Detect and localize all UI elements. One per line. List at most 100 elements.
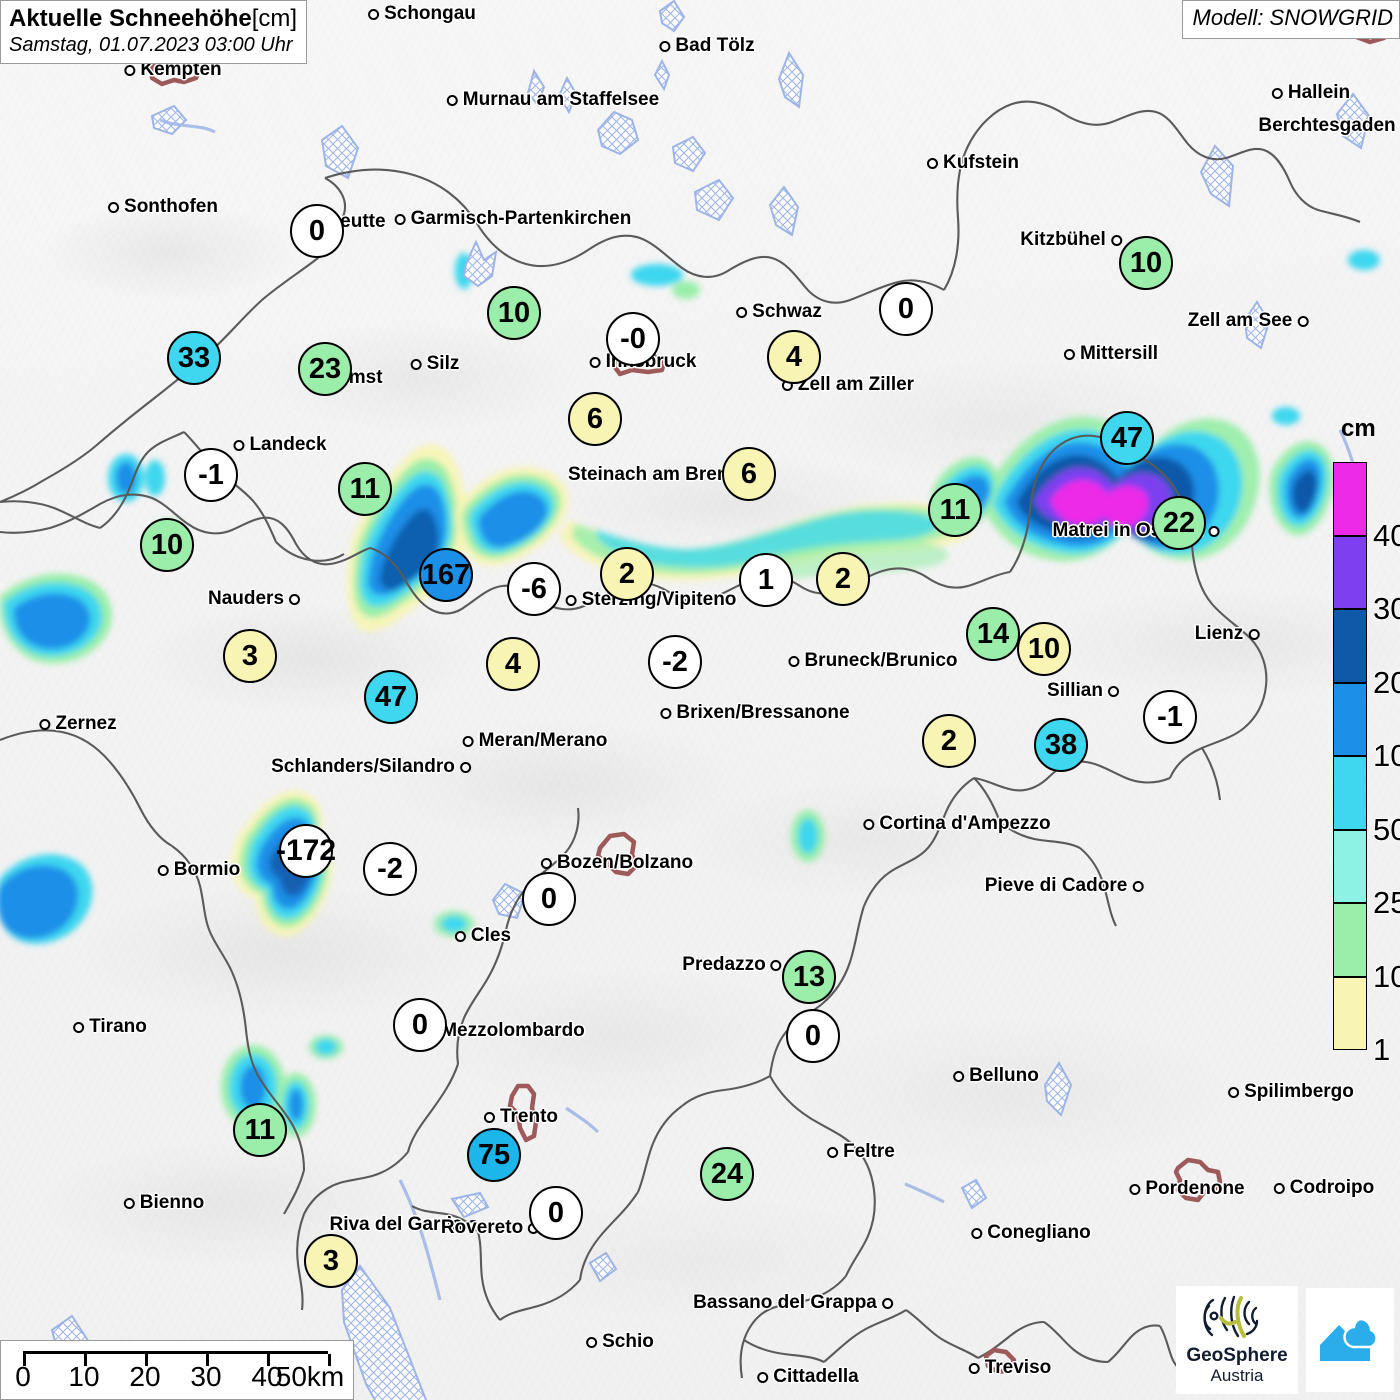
scale-tick [145,1354,148,1366]
station-value-marker[interactable]: 47 [364,670,418,724]
station-value: 10 [150,528,184,561]
colorbar-band [1333,462,1367,536]
colorbar-band [1333,609,1367,683]
colorbar-band [1333,535,1367,609]
station-value-marker[interactable]: 47 [1100,411,1154,465]
station-value-marker[interactable]: 24 [700,1147,754,1201]
geosphere-logo-line2: Austria [1210,1365,1264,1385]
station-value-marker[interactable]: 2 [600,547,654,601]
scale-tick-label: 20 [129,1361,161,1392]
station-value: 167 [421,558,471,591]
geosphere-logo-line1: GeoSphere [1186,1344,1288,1366]
scale-tick [206,1354,209,1366]
station-value-marker[interactable]: -1 [1143,690,1197,744]
scale-tick-label: 50km [275,1361,345,1392]
station-value: 0 [897,292,915,325]
station-value: 2 [940,724,958,757]
station-value: 11 [939,493,971,526]
station-value-marker[interactable]: 38 [1034,718,1088,772]
station-value: -1 [198,458,224,491]
station-value-marker[interactable]: 4 [486,637,540,691]
station-value: 4 [785,340,803,373]
colorbar-tick-label: 300 [1373,591,1400,626]
station-value-marker[interactable]: -2 [363,842,417,896]
station-value-marker[interactable]: 22 [1152,496,1206,550]
station-value: -6 [521,572,547,605]
station-value-marker[interactable]: 10 [140,518,194,572]
colorbar-tick-label: 100 [1373,738,1400,773]
station-value-marker[interactable]: 10 [487,286,541,340]
scale-tick [23,1354,26,1366]
station-value-marker[interactable]: 0 [290,204,344,258]
scale-tick-label: 30 [190,1361,222,1392]
station-value-marker[interactable]: 0 [522,872,576,926]
station-value: 47 [374,680,408,713]
colorbar-band [1333,829,1367,903]
station-value: 47 [1110,421,1144,454]
station-value: 4 [504,647,522,680]
station-value-marker[interactable]: 33 [167,331,221,385]
colorbar-tick-label: 200 [1373,664,1400,700]
station-value: 33 [177,341,211,374]
station-value-marker[interactable]: 4 [767,330,821,384]
station-value: 24 [710,1157,744,1190]
scale-tick [84,1354,87,1366]
station-value-marker[interactable]: 2 [816,552,870,606]
station-value-marker[interactable]: -6 [507,562,561,616]
station-value-marker[interactable]: 0 [786,1009,840,1063]
station-value-marker[interactable]: 23 [298,342,352,396]
station-value: 0 [804,1019,822,1052]
station-value-marker[interactable]: 0 [393,998,447,1052]
station-value-marker[interactable]: -1 [184,448,238,502]
station-value-marker[interactable]: 11 [233,1103,287,1157]
colorbar-tick-label: 25 [1373,885,1400,920]
scale-tick-label: 0 [15,1361,31,1392]
station-value-marker[interactable]: -172 [276,824,336,878]
station-value: 10 [1027,632,1061,665]
station-value-marker[interactable]: 13 [782,950,836,1004]
valid-timestamp: Samstag, 01.07.2023 03:00 Uhr [9,34,293,57]
station-value: 22 [1162,506,1196,539]
station-value-marker[interactable]: 10 [1017,622,1071,676]
station-value: 3 [322,1244,340,1277]
station-value: 10 [497,296,531,329]
station-value: 0 [411,1008,429,1041]
colorbar-tick-label: 1 [1373,1032,1391,1067]
station-value-marker[interactable]: 3 [304,1234,358,1288]
station-value-marker[interactable]: 11 [928,483,982,537]
station-value: 6 [740,457,758,490]
station-value-marker[interactable]: 2 [922,714,976,768]
station-value-marker[interactable]: -2 [648,635,702,689]
colorbar-tick-label: 10 [1373,958,1400,994]
station-value-marker[interactable]: 167 [419,548,473,602]
station-value-marker[interactable]: 0 [529,1186,583,1240]
scale-tick [267,1354,270,1366]
station-value-marker[interactable]: 11 [338,462,392,516]
station-value: 2 [618,557,636,590]
station-value-marker[interactable]: 3 [223,629,277,683]
station-value-marker[interactable]: 6 [722,447,776,501]
model-name: Modell: SNOWGRID [1192,5,1393,30]
station-value: 11 [349,472,381,505]
logo-strip: GeoSphere Austria [1176,1286,1394,1394]
station-value-marker[interactable]: 75 [467,1128,521,1182]
scale-bar: 0 10 20 30 40 50km [0,1340,354,1400]
station-value-marker[interactable]: 1 [739,553,793,607]
map-title-box: Aktuelle Schneehöhe[cm] Samstag, 01.07.2… [0,0,308,64]
station-value-marker[interactable]: 0 [879,282,933,336]
snow-depth-colorbar: 400 300 200 100 50 25 10 1 [1333,462,1400,1067]
station-value-marker[interactable]: 6 [568,392,622,446]
station-value: 0 [540,882,558,915]
scale-tick [328,1354,331,1366]
station-value: 3 [241,639,259,672]
title-unit: [cm] [251,5,298,32]
station-value: 0 [547,1196,565,1229]
station-value: 10 [1129,246,1163,279]
colorbar-band [1333,903,1367,977]
station-value-marker[interactable]: -0 [606,312,660,366]
station-value-marker[interactable]: 14 [966,607,1020,661]
scale-tick-label: 10 [68,1361,100,1392]
station-value-marker[interactable]: 10 [1119,236,1173,290]
geosphere-austria-logo: GeoSphere Austria [1176,1286,1298,1394]
